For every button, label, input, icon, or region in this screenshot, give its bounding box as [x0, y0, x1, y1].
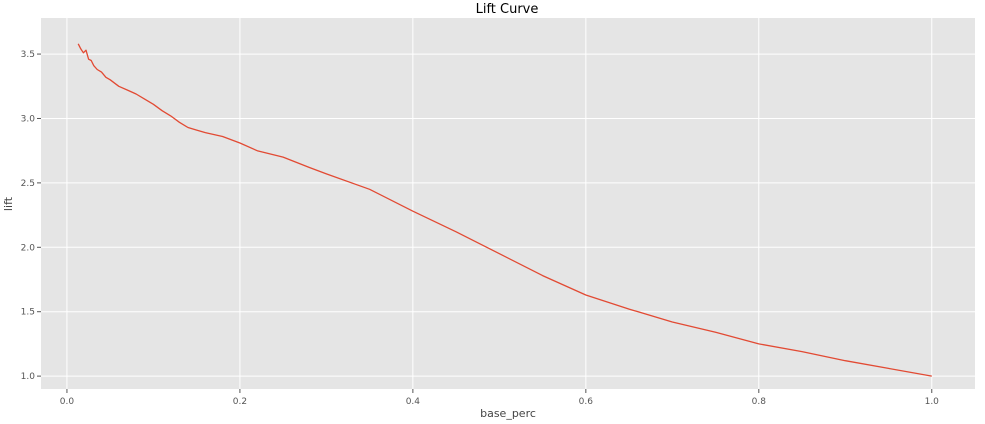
x-tick-label: 1.0 — [925, 397, 940, 407]
y-tick-label: 1.5 — [21, 308, 35, 318]
x-tick-label: 0.6 — [579, 397, 594, 407]
y-axis-ticks: 1.0 1.5 2.0 2.5 3.0 3.5 — [21, 50, 41, 382]
x-axis-label: base_perc — [480, 407, 536, 420]
plot-area — [41, 18, 975, 389]
x-tick-label: 0.0 — [60, 397, 75, 407]
x-tick-label: 0.2 — [233, 397, 247, 407]
series-group — [77, 43, 932, 377]
lift-series-line — [77, 43, 932, 377]
y-tick-label: 2.5 — [21, 179, 35, 189]
x-tick-label: 0.4 — [406, 397, 421, 407]
y-axis-label: lift — [2, 196, 15, 211]
y-tick-label: 1.0 — [21, 372, 36, 382]
chart-title: Lift Curve — [476, 2, 539, 17]
y-tick-label: 3.0 — [21, 114, 36, 124]
x-axis-ticks: 0.0 0.2 0.4 0.6 0.8 1.0 — [60, 389, 939, 407]
grid-lines — [41, 18, 975, 389]
y-tick-label: 2.0 — [21, 243, 36, 253]
x-tick-label: 0.8 — [752, 397, 767, 407]
y-tick-label: 3.5 — [21, 50, 35, 60]
